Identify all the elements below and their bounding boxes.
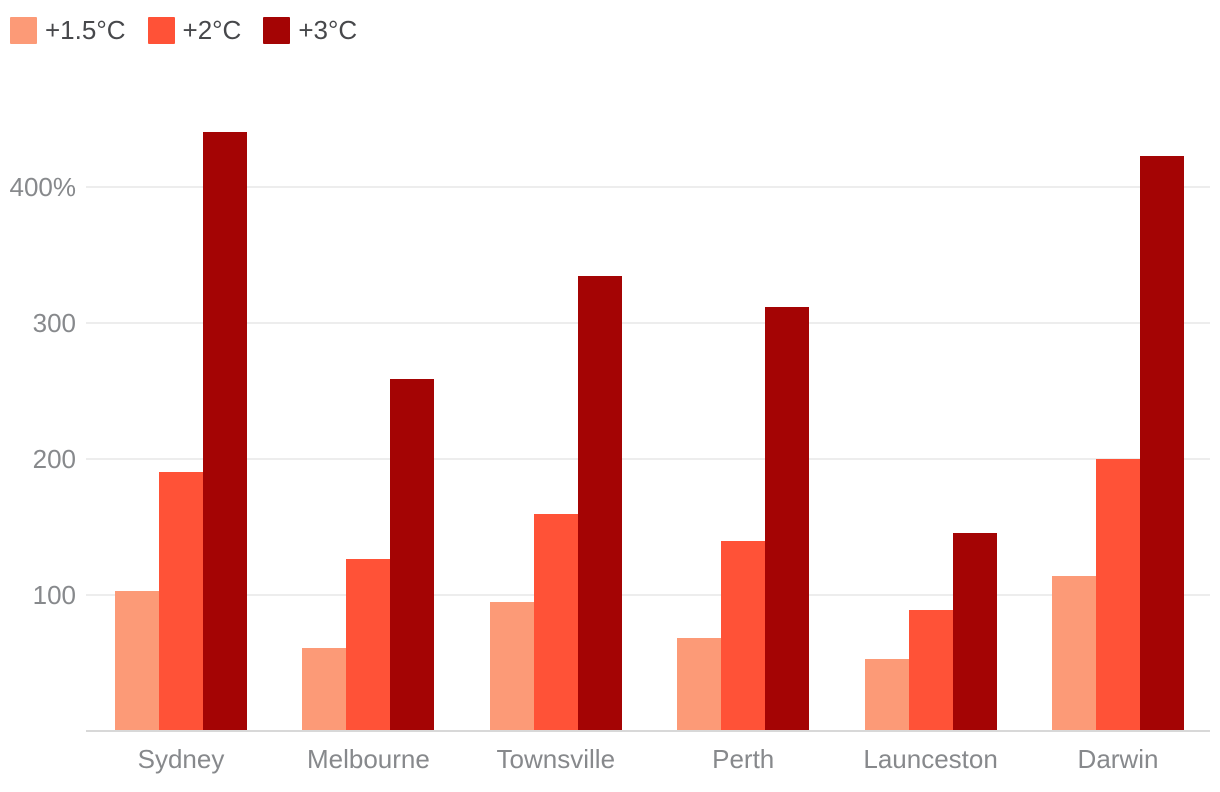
bar-launceston-1.5c (864, 659, 909, 730)
gridline-400 (86, 186, 1210, 188)
legend-item-plus-2c: +2°C (147, 15, 242, 46)
category-label-sydney: Sydney (137, 744, 225, 774)
bar-perth-3c (765, 307, 810, 730)
legend-label-plus-1-5c: +1.5°C (45, 15, 126, 45)
legend-swatch-plus-1-5c (10, 17, 37, 44)
bar-launceston-3c (952, 532, 997, 730)
category-label-launceston: Launceston (863, 744, 998, 774)
bar-darwin-2c (1096, 459, 1140, 730)
category-label-darwin: Darwin (1077, 744, 1159, 774)
bar-launceston-2c (908, 610, 953, 730)
legend-item-plus-3c: +3°C (263, 15, 357, 46)
y-tick-label-100: 100 (32, 580, 76, 610)
category-label-melbourne: Melbourne (306, 744, 430, 774)
bar-perth-1.5c (677, 637, 722, 730)
x-axis-line (86, 730, 1210, 732)
bar-sydney-3c (203, 131, 247, 730)
y-tick-label-400: 400% (9, 172, 77, 202)
legend-swatch-plus-3c (263, 17, 291, 44)
legend-item-plus-1-5c: +1.5°C (10, 15, 126, 46)
bar-sydney-1.5c (115, 591, 159, 730)
bar-darwin-3c (1140, 156, 1184, 730)
bar-sydney-2c (159, 471, 203, 730)
bar-melbourne-2c (346, 558, 391, 730)
bar-townsville-3c (577, 275, 622, 730)
chart-legend: +1.5°C +2°C +3°C (10, 15, 379, 46)
category-label-perth: Perth (712, 744, 775, 774)
legend-label-plus-2c: +2°C (182, 15, 242, 45)
y-tick-label-200: 200 (32, 444, 76, 474)
legend-swatch-plus-2c (147, 17, 175, 44)
bar-townsville-2c (533, 513, 578, 730)
category-label-townsville: Townsville (496, 744, 616, 774)
bar-melbourne-3c (390, 379, 435, 730)
y-tick-label-300: 300 (32, 308, 76, 338)
bar-perth-2c (721, 540, 766, 730)
gridline-300 (86, 322, 1210, 324)
gridline-100 (86, 594, 1210, 596)
bar-melbourne-1.5c (302, 648, 347, 730)
bar-townsville-1.5c (489, 602, 534, 730)
bar-darwin-1.5c (1052, 576, 1096, 730)
gridline-200 (86, 458, 1210, 460)
legend-label-plus-3c: +3°C (298, 15, 358, 45)
